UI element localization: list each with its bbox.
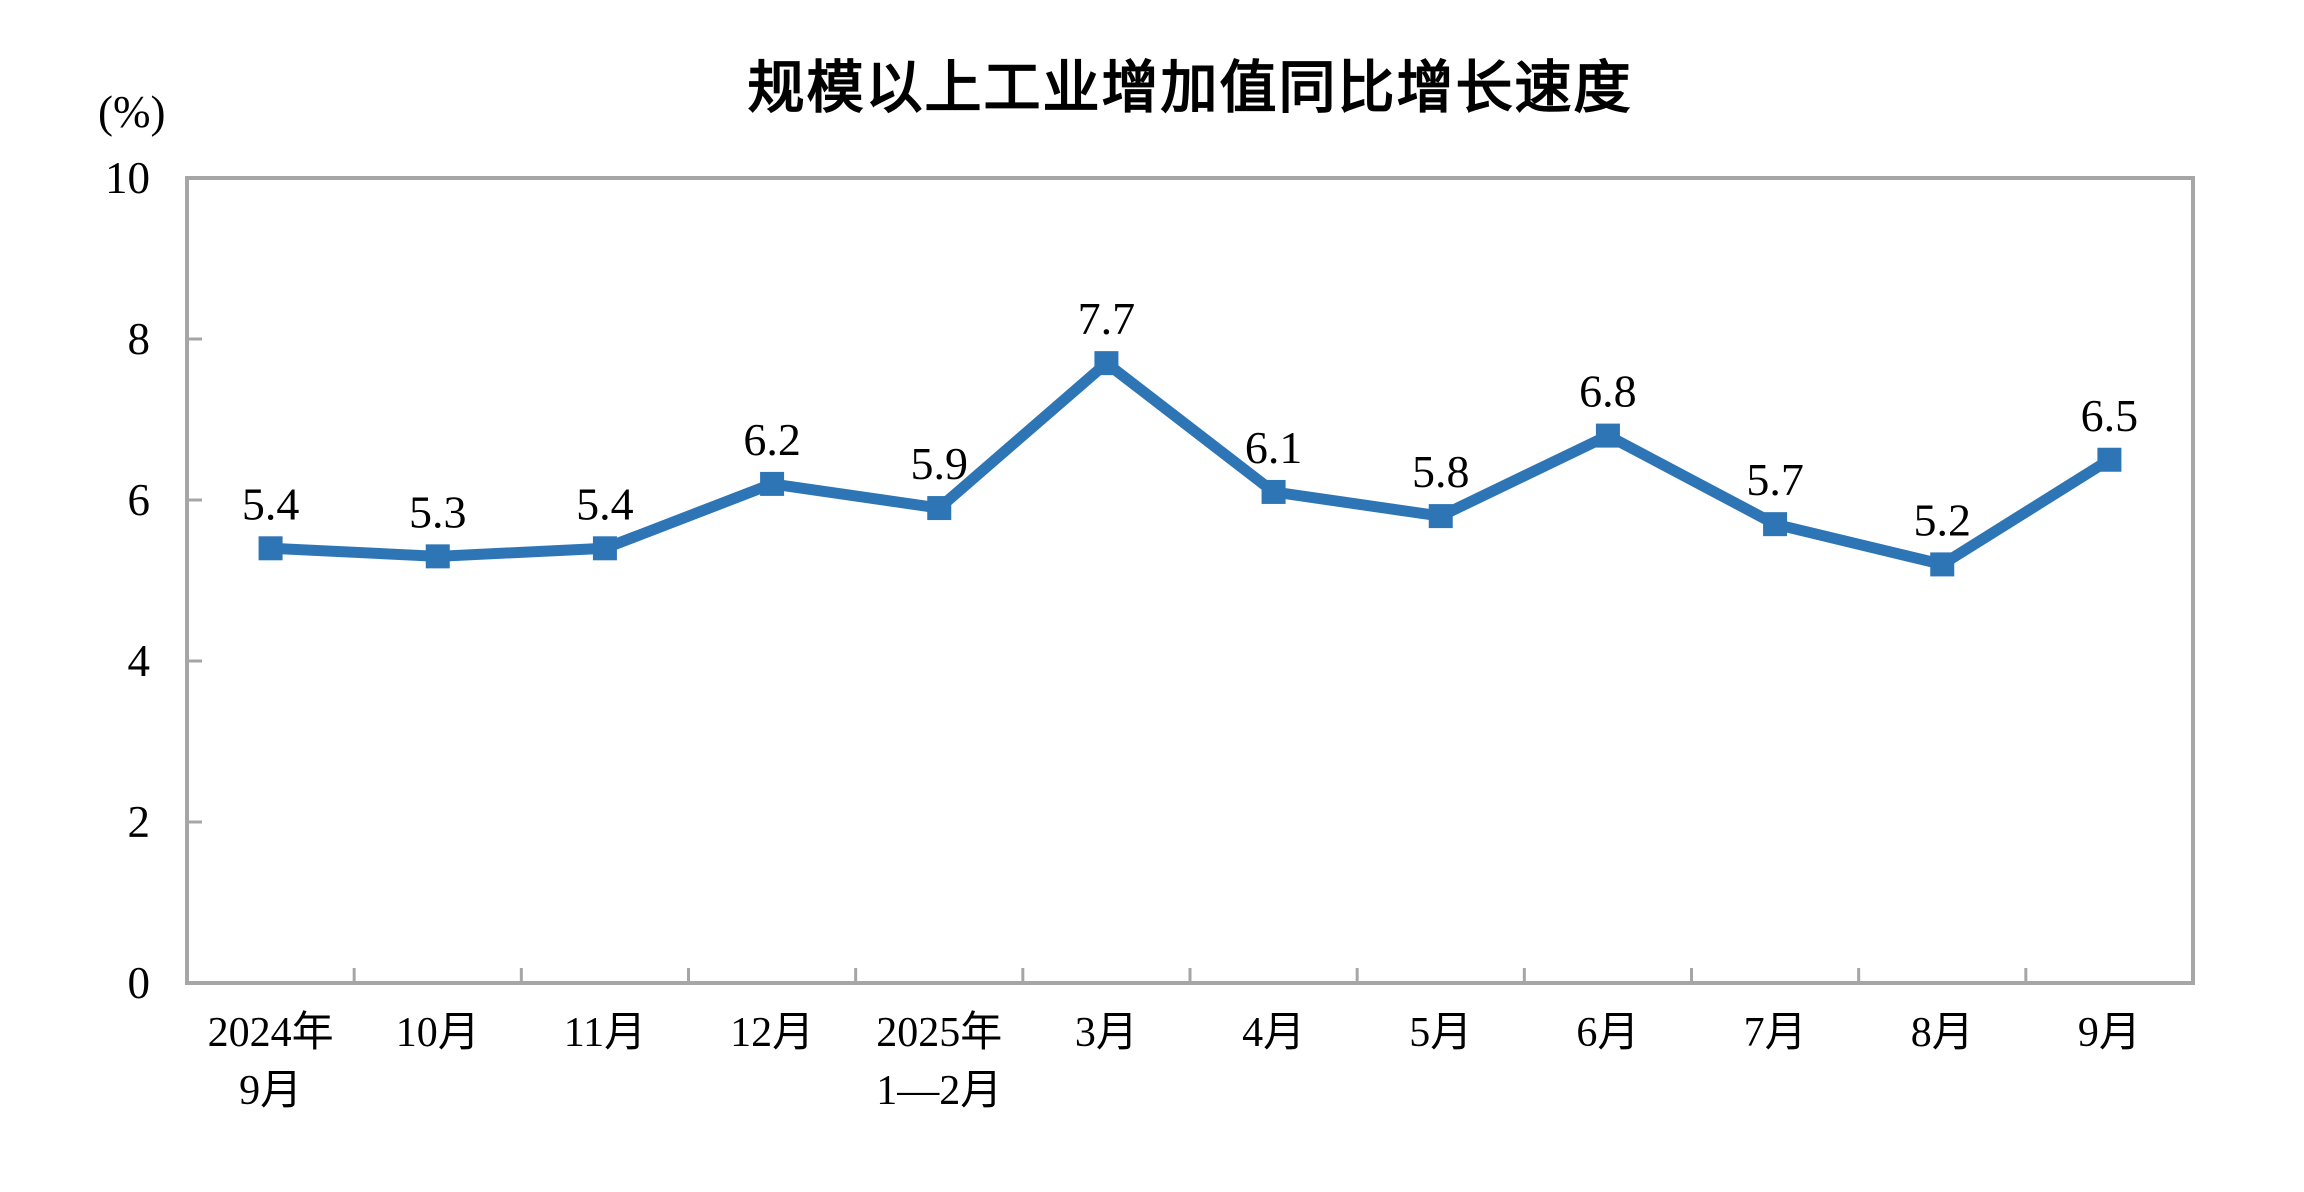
x-axis-tick-label: 2024年 9月	[208, 1009, 334, 1114]
data-point-marker	[1261, 479, 1286, 504]
x-axis-tick-label: 2025年 1—2月	[876, 1009, 1002, 1114]
data-point-label: 6.1	[1245, 422, 1303, 473]
data-point-marker	[1094, 351, 1119, 376]
x-axis-tick-label: 5月	[1409, 1010, 1472, 1056]
data-point-label: 5.8	[1412, 446, 1470, 497]
y-axis-tick-label: 0	[128, 958, 151, 1008]
data-point-label: 6.8	[1579, 366, 1637, 417]
data-point-label: 6.5	[2081, 390, 2139, 441]
x-axis-tick-label: 4月	[1242, 1010, 1305, 1056]
data-point-marker	[1930, 552, 1955, 577]
data-point-marker	[760, 471, 785, 496]
data-point-marker	[1763, 512, 1788, 537]
data-point-label: 6.2	[743, 414, 801, 465]
data-point-label: 5.7	[1746, 454, 1804, 505]
series-line	[270, 356, 2113, 571]
y-axis-unit-label: (%)	[98, 87, 166, 137]
data-point-marker	[2097, 447, 2122, 472]
data-point-label: 5.3	[409, 486, 467, 537]
y-axis-tick-label: 6	[128, 475, 151, 525]
data-point-label: 7.7	[1078, 293, 1136, 344]
data-point-marker	[425, 544, 450, 569]
x-axis-tick-label: 8月	[1911, 1010, 1974, 1056]
data-point-marker	[1595, 423, 1620, 448]
x-axis-tick-label: 6月	[1576, 1010, 1639, 1056]
data-point-label: 5.4	[242, 478, 300, 529]
x-axis-tick-label: 12月	[730, 1010, 814, 1056]
chart-title: 规模以上工业增加值同比增长速度	[747, 56, 1633, 120]
y-axis-tick-label: 2	[128, 797, 151, 847]
data-point-marker	[927, 496, 952, 521]
y-axis-tick-label: 10	[105, 153, 150, 203]
data-point-label: 5.2	[1914, 494, 1972, 545]
x-axis-tick-label: 11月	[564, 1010, 646, 1056]
y-axis-tick-label: 8	[128, 314, 151, 364]
data-point-label: 5.9	[911, 438, 969, 489]
data-point-marker	[1428, 504, 1453, 529]
plot-border	[185, 176, 2195, 985]
x-axis-tick-label: 3月	[1075, 1010, 1138, 1056]
x-axis-tick-label: 10月	[396, 1010, 480, 1056]
x-axis-tick-label: 9月	[2078, 1010, 2141, 1056]
y-axis-tick-label: 4	[128, 636, 151, 686]
x-axis-tick-label: 7月	[1744, 1010, 1807, 1056]
data-point-marker	[258, 536, 283, 561]
data-point-marker	[592, 536, 617, 561]
data-point-label: 5.4	[576, 478, 634, 529]
